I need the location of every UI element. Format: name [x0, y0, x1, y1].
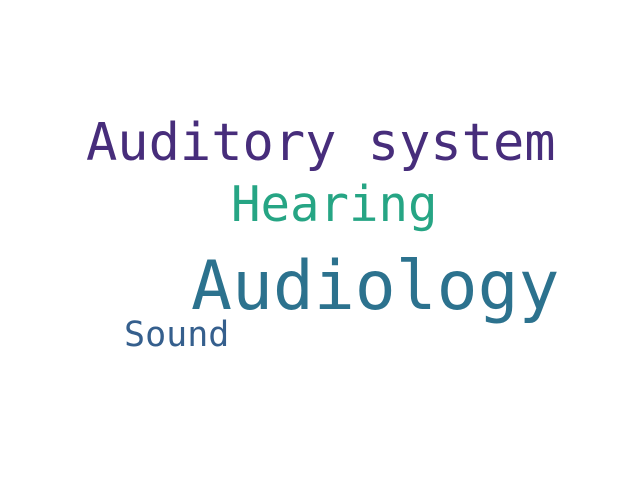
word-hearing: Hearing — [231, 176, 438, 233]
word-audiology: Audiology — [191, 247, 560, 326]
word-sound: Sound — [124, 315, 230, 355]
word-auditory-system: Auditory system — [86, 113, 556, 173]
